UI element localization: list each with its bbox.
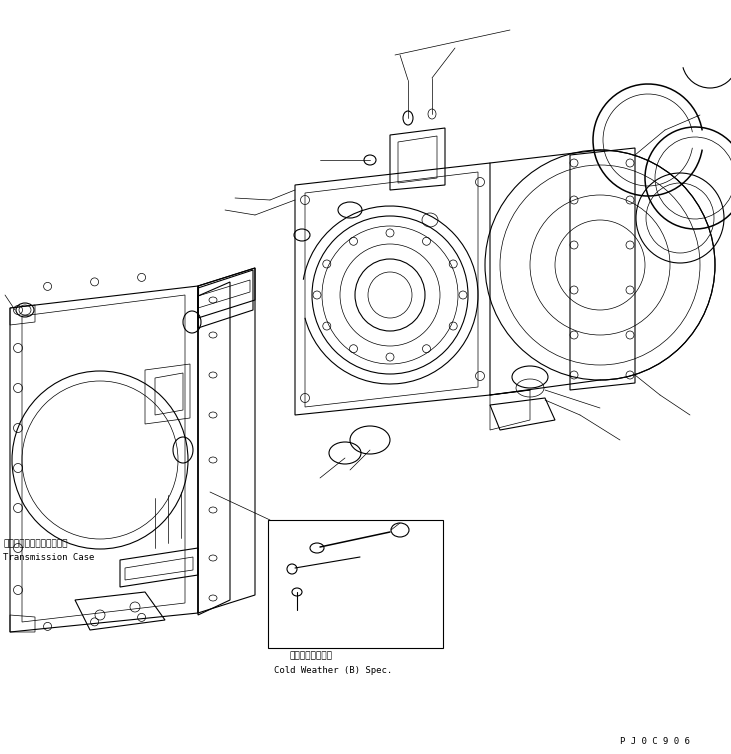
Bar	[268, 520, 443, 648]
Text: P J 0 C 9 0 6: P J 0 C 9 0 6	[620, 737, 690, 746]
Text: Cold Weather (B) Spec.: Cold Weather (B) Spec.	[274, 666, 393, 675]
Text: トランスミッションケース: トランスミッションケース	[3, 539, 67, 548]
Text: Transmission Case: Transmission Case	[3, 553, 94, 562]
Text: 寒冷地（Ｂ）仕様: 寒冷地（Ｂ）仕様	[289, 651, 332, 660]
